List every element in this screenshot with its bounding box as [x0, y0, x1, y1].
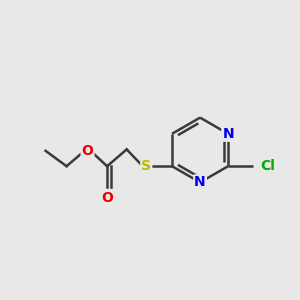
- Text: N: N: [222, 127, 234, 141]
- Text: Cl: Cl: [260, 159, 275, 173]
- Text: O: O: [82, 144, 94, 158]
- Text: O: O: [101, 191, 113, 206]
- Text: N: N: [194, 176, 206, 189]
- Text: S: S: [141, 159, 151, 173]
